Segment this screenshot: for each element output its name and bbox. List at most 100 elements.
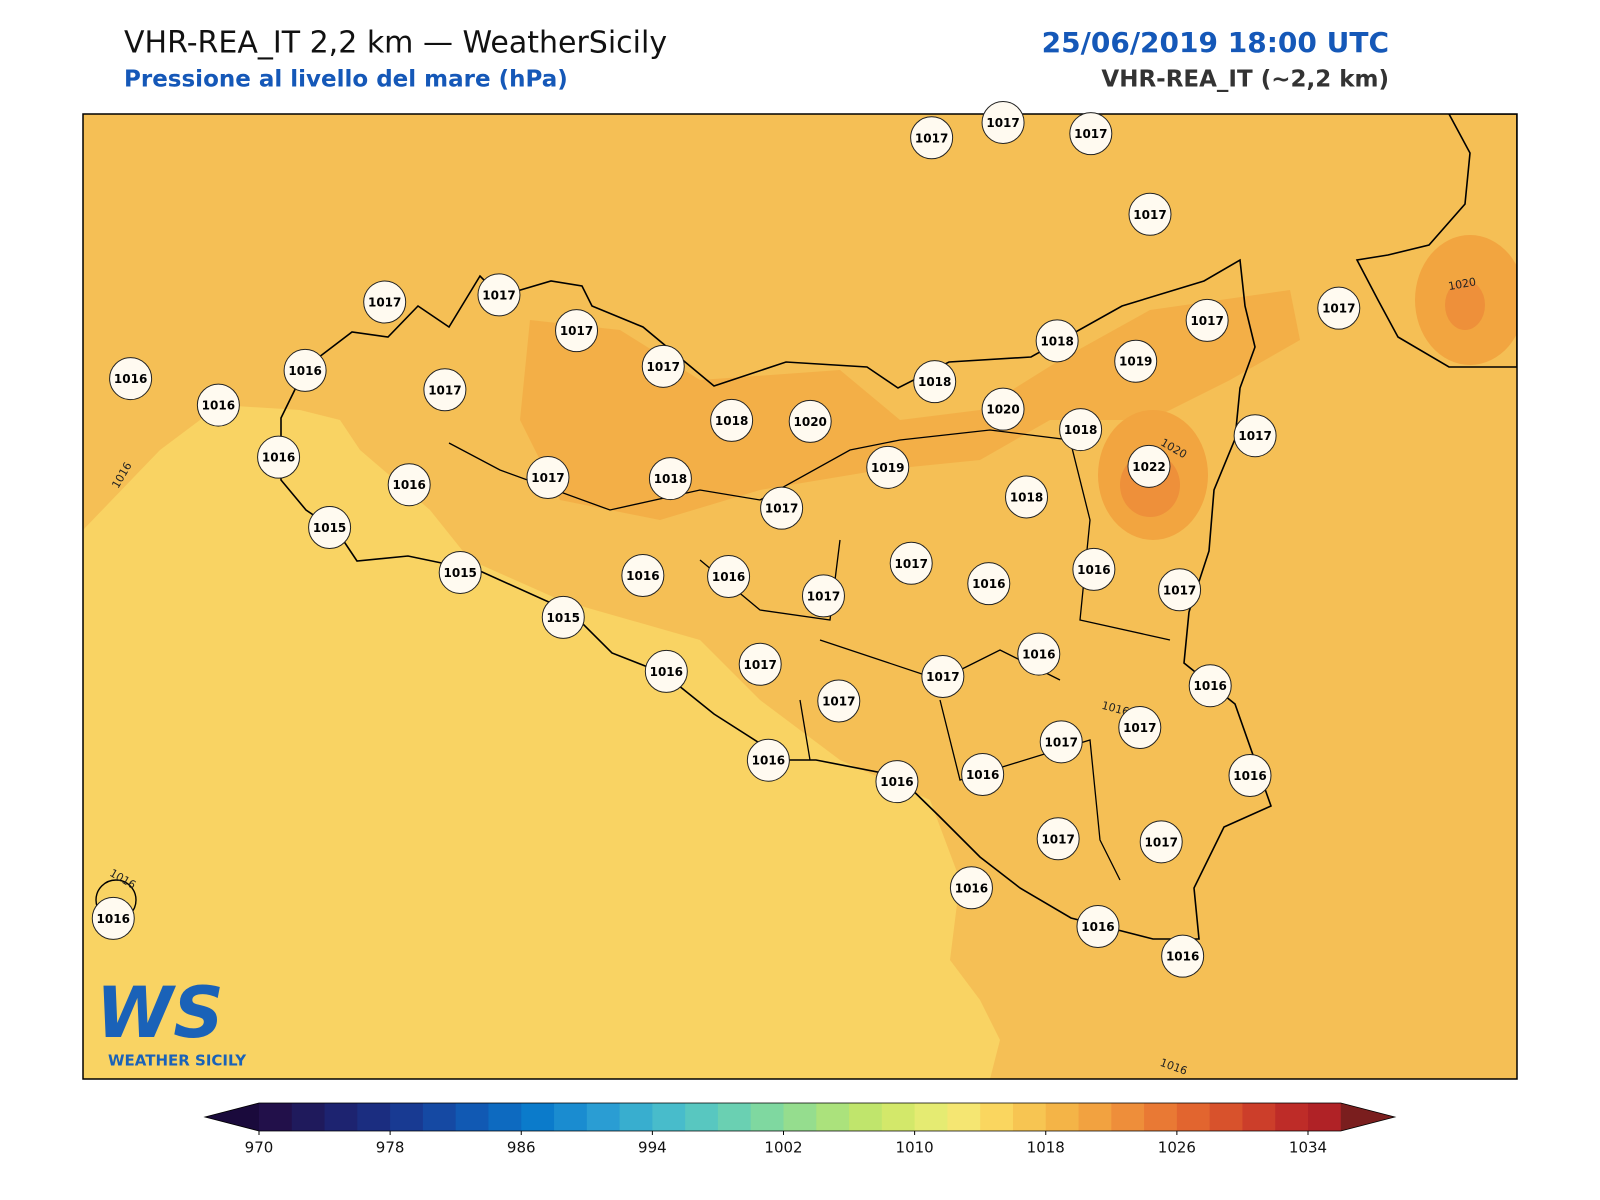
station-marker bbox=[477, 273, 521, 317]
station: 1016 bbox=[875, 760, 919, 804]
colorbar-cell bbox=[1275, 1103, 1309, 1131]
datetime: 25/06/2019 18:00 UTC bbox=[1042, 26, 1389, 59]
station: 1016 bbox=[967, 562, 1011, 606]
high-pressure-core bbox=[1445, 280, 1485, 330]
station-value: 1016 bbox=[712, 570, 745, 584]
station-marker bbox=[109, 357, 153, 401]
station-value: 1016 bbox=[1077, 563, 1110, 577]
station: 1018 bbox=[1035, 319, 1079, 363]
station-value: 1016 bbox=[1194, 679, 1227, 693]
colorbar-cell bbox=[717, 1103, 752, 1131]
station-value: 1018 bbox=[1064, 423, 1097, 437]
station-marker bbox=[363, 280, 407, 324]
station: 1017 bbox=[1069, 112, 1113, 156]
station-marker bbox=[1072, 547, 1116, 591]
map: 1016 1020 1020 1016 1016 1016 1017 1017 1017 1017… bbox=[82, 100, 1518, 1080]
station-marker bbox=[91, 896, 135, 940]
station: 1016 bbox=[1188, 664, 1232, 708]
station-value: 1017 bbox=[1133, 208, 1166, 222]
station-value: 1017 bbox=[895, 557, 928, 571]
station-marker bbox=[746, 738, 790, 782]
lower-pressure-zone bbox=[83, 405, 1000, 1079]
station: 1015 bbox=[541, 595, 585, 639]
station-marker bbox=[438, 550, 482, 594]
station: 1016 bbox=[1076, 905, 1120, 949]
station: 1017 bbox=[817, 679, 861, 723]
colorbar-cell bbox=[455, 1103, 489, 1131]
station-value: 1016 bbox=[966, 768, 999, 782]
station-marker bbox=[801, 574, 845, 618]
colorbar-cell bbox=[1144, 1103, 1178, 1131]
station-marker bbox=[1118, 706, 1162, 750]
station-marker bbox=[644, 649, 688, 693]
station: 1016 bbox=[257, 435, 301, 479]
colorbar-cell bbox=[980, 1103, 1014, 1131]
station: 1017 bbox=[1317, 286, 1361, 330]
station-marker bbox=[283, 348, 327, 392]
station: 1016 bbox=[961, 752, 1005, 796]
station-marker bbox=[526, 456, 570, 500]
station: 1015 bbox=[308, 506, 352, 550]
station: 1016 bbox=[707, 555, 751, 599]
station: 1017 bbox=[889, 541, 933, 585]
colorbar-cell bbox=[291, 1103, 326, 1131]
station: 1017 bbox=[1158, 568, 1202, 612]
colorbar-cell bbox=[947, 1103, 981, 1131]
colorbar-tick-label: 994 bbox=[638, 1139, 667, 1157]
colorbar-cell bbox=[521, 1103, 555, 1131]
station: 1017 bbox=[801, 574, 845, 618]
station: 1018 bbox=[1059, 408, 1103, 452]
colorbar-tick-label: 970 bbox=[245, 1139, 274, 1157]
colorbar-cell bbox=[1242, 1103, 1276, 1131]
station: 1017 bbox=[477, 273, 521, 317]
calabria-coast bbox=[1355, 114, 1517, 368]
colorbar-under bbox=[205, 1103, 259, 1131]
station-marker bbox=[921, 655, 965, 699]
station-value: 1017 bbox=[1074, 127, 1107, 141]
station: 1017 bbox=[910, 116, 954, 160]
station-value: 1017 bbox=[531, 471, 564, 485]
station-marker bbox=[1228, 754, 1272, 798]
station: 1017 bbox=[1118, 706, 1162, 750]
map-frame bbox=[82, 113, 1518, 1080]
station: 1018 bbox=[648, 457, 692, 501]
station-value: 1016 bbox=[972, 577, 1005, 591]
station-value: 1017 bbox=[1145, 835, 1178, 849]
colorbar-cell bbox=[422, 1103, 457, 1131]
station-marker bbox=[710, 398, 754, 442]
station-marker bbox=[961, 752, 1005, 796]
station-marker bbox=[1069, 112, 1113, 156]
station-marker bbox=[1161, 934, 1205, 978]
station-value: 1016 bbox=[202, 399, 235, 413]
colorbar-cell bbox=[783, 1103, 817, 1131]
colorbar-frame bbox=[203, 1102, 1397, 1132]
subtitle: Pressione al livello del mare (hPa) bbox=[124, 67, 568, 93]
station-marker bbox=[1317, 286, 1361, 330]
station-marker bbox=[1005, 475, 1049, 519]
station: 1017 bbox=[1039, 720, 1083, 764]
colorbar-cell bbox=[750, 1103, 784, 1131]
station-marker bbox=[1233, 414, 1277, 458]
station-value: 1020 bbox=[986, 403, 1019, 417]
station-marker bbox=[1017, 632, 1061, 676]
station-marker bbox=[196, 383, 240, 427]
station-marker bbox=[621, 554, 665, 598]
station: 1016 bbox=[283, 348, 327, 392]
station: 1016 bbox=[196, 383, 240, 427]
colorbar-cell bbox=[1078, 1103, 1112, 1131]
station: 1017 bbox=[921, 655, 965, 699]
colorbar-tick-label: 1034 bbox=[1289, 1139, 1327, 1157]
station: 1019 bbox=[866, 445, 910, 489]
station-value: 1017 bbox=[915, 131, 948, 145]
station: 1022 bbox=[1127, 444, 1171, 488]
station: 1016 bbox=[1161, 934, 1205, 978]
colorbar-cell bbox=[390, 1103, 424, 1131]
station-value: 1022 bbox=[1132, 460, 1165, 474]
colorbar-cell bbox=[652, 1103, 686, 1131]
station-marker bbox=[387, 463, 431, 507]
model: VHR-REA_IT (~2,2 km) bbox=[1101, 67, 1389, 93]
station: 1017 bbox=[555, 309, 599, 353]
station: 1017 bbox=[1036, 817, 1080, 861]
station-marker bbox=[1039, 720, 1083, 764]
station-value: 1017 bbox=[926, 670, 959, 684]
